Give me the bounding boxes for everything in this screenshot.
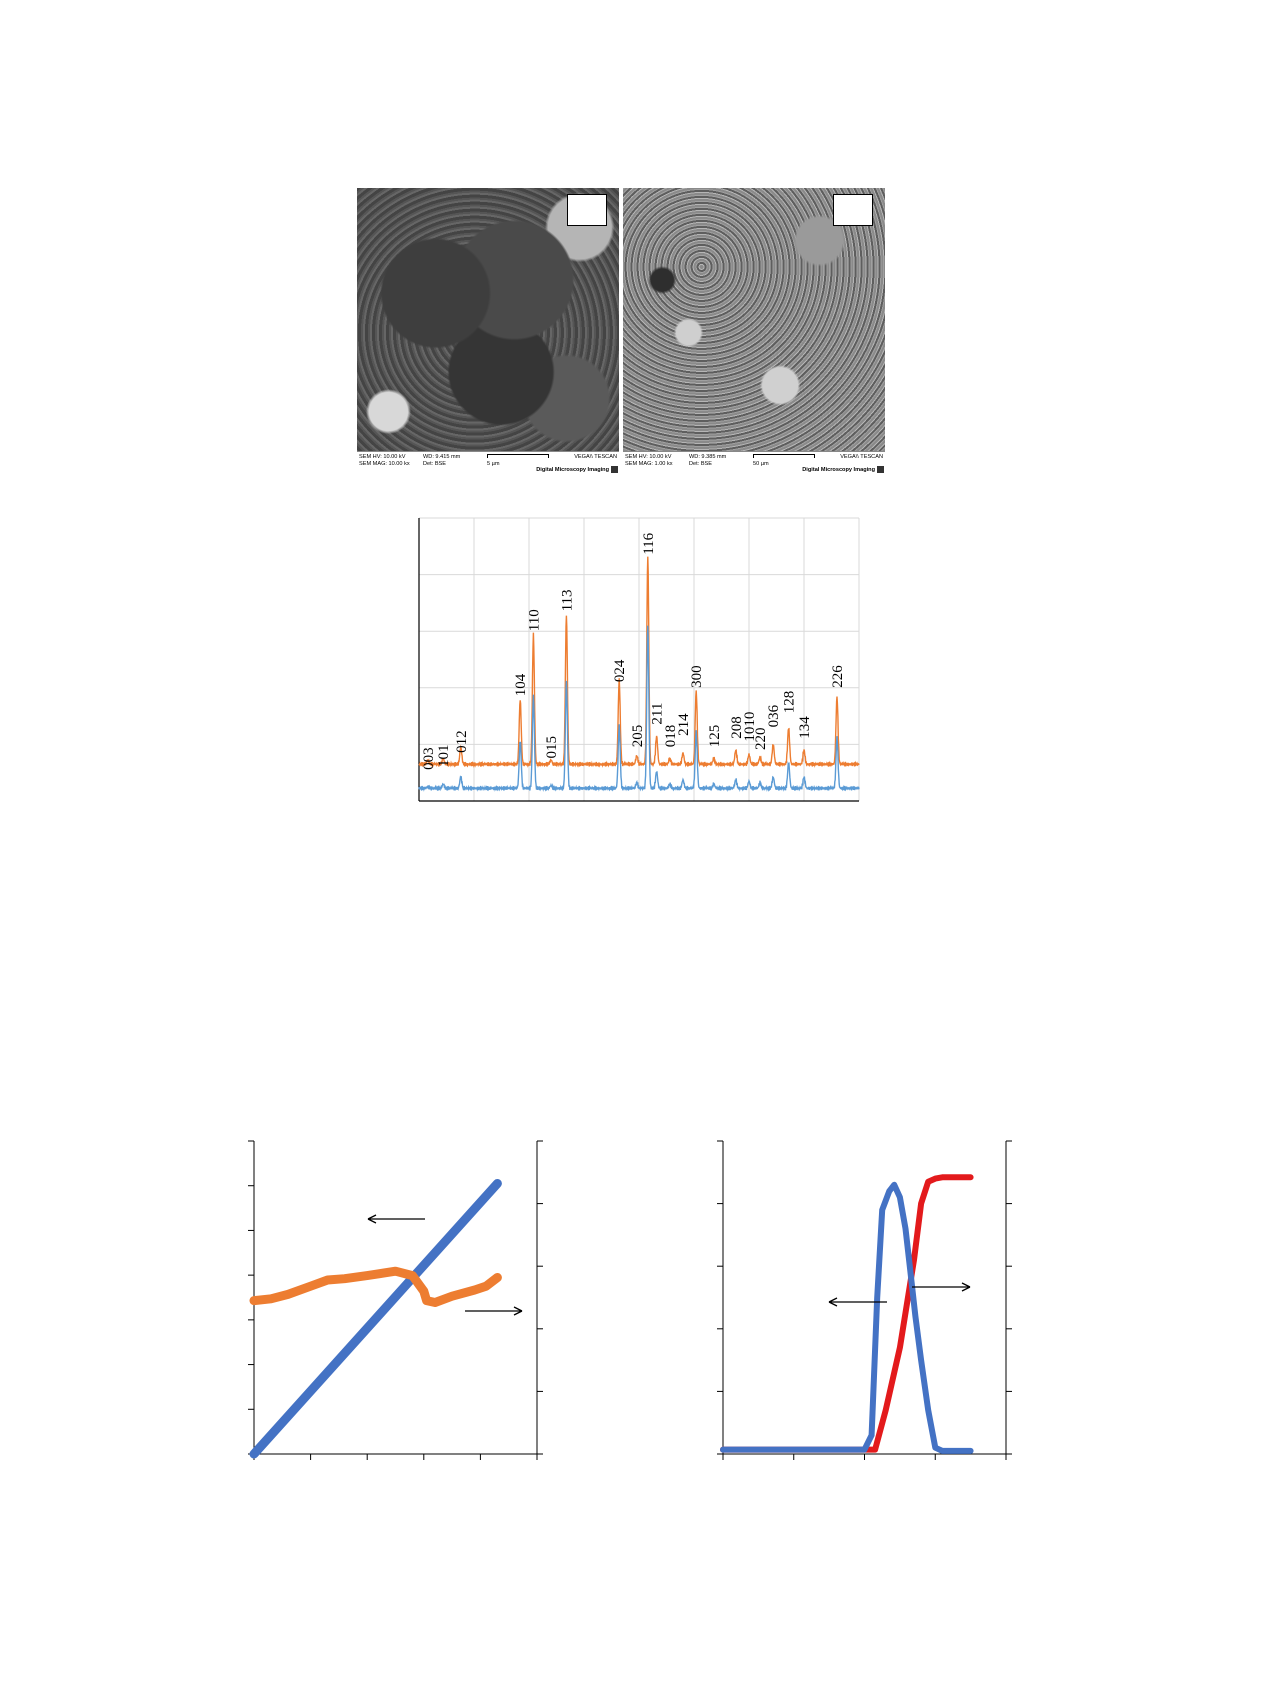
sem-info-bar-a: SEM HV: 10.00 kV SEM MAG: 10.00 kx WD: 9… bbox=[357, 451, 619, 475]
chart-left-arrows bbox=[367, 1214, 523, 1316]
chart-right-axes bbox=[717, 1140, 1012, 1460]
xrd-peak-label: 205 bbox=[630, 725, 646, 748]
c3-series-line bbox=[720, 1181, 974, 1454]
sem-logo-icon bbox=[877, 466, 884, 473]
sem-info-bar-b: SEM HV: 10.00 kV SEM MAG: 1.00 kx WD: 9.… bbox=[623, 451, 885, 475]
sem-panel-b: SEM HV: 10.00 kV SEM MAG: 1.00 kx WD: 9.… bbox=[623, 188, 885, 475]
sem-wd: WD: 9.385 mm bbox=[689, 454, 727, 460]
panel-label-box-a bbox=[567, 194, 607, 226]
xrd-peak-label: 220 bbox=[753, 728, 769, 751]
xrd-peak-label: 211 bbox=[650, 703, 666, 725]
arrow-head-icon bbox=[513, 1306, 523, 1316]
chart-right-series bbox=[720, 1174, 974, 1454]
xrd-peak-label: 113 bbox=[559, 589, 575, 611]
xrd-peak-label: 036 bbox=[766, 704, 782, 727]
sem-logo-icon bbox=[611, 466, 618, 473]
c2-series-line bbox=[249, 1179, 502, 1459]
sem-brand: VEGA\\ TESCAN bbox=[840, 454, 883, 460]
sem-panel-a: SEM HV: 10.00 kV SEM MAG: 10.00 kx WD: 9… bbox=[357, 188, 619, 475]
arrow-head-icon bbox=[828, 1297, 838, 1307]
sem-imaging: Digital Microscopy Imaging bbox=[536, 467, 609, 473]
xrd-series-line bbox=[418, 556, 860, 768]
chart-right-arrows bbox=[828, 1282, 971, 1307]
scale-bar-b bbox=[753, 454, 815, 458]
sem-image-b bbox=[623, 188, 885, 451]
xrd-peak-label: 003 bbox=[421, 747, 437, 770]
sem-det: Det: BSE bbox=[689, 461, 713, 467]
chart-left-series bbox=[249, 1179, 502, 1459]
panel-label-box-b bbox=[833, 194, 873, 226]
scale-bar-a bbox=[487, 454, 549, 458]
xrd-peak-label: 024 bbox=[612, 659, 628, 682]
sem-wd: WD: 9.415 mm bbox=[423, 454, 461, 460]
xrd-series-group bbox=[418, 556, 860, 792]
sem-hv: SEM HV: 10.00 kV bbox=[359, 454, 406, 460]
xrd-peak-label: 300 bbox=[689, 665, 705, 688]
xrd-peak-label: 110 bbox=[526, 609, 542, 631]
xrd-grid bbox=[418, 517, 860, 802]
xrd-peak-label: 104 bbox=[513, 673, 529, 696]
c3-series-line bbox=[720, 1174, 974, 1453]
xrd-peak-label: 1010 bbox=[742, 712, 758, 742]
sem-hv: SEM HV: 10.00 kV bbox=[625, 454, 672, 460]
c2-series-line bbox=[249, 1266, 502, 1307]
xrd-peak-label: 101 bbox=[436, 745, 452, 768]
xrd-series-line bbox=[418, 625, 860, 792]
xrd-peak-label: 018 bbox=[663, 725, 679, 748]
sem-scale: 5 µm bbox=[487, 461, 500, 467]
sem-image-a bbox=[357, 188, 619, 451]
sem-imaging: Digital Microscopy Imaging bbox=[802, 467, 875, 473]
sem-mag: SEM MAG: 10.00 kx bbox=[359, 461, 410, 467]
sem-mag: SEM MAG: 1.00 kx bbox=[625, 461, 673, 467]
xrd-peak-label: 208 bbox=[729, 716, 745, 739]
xrd-peak-label: 015 bbox=[544, 736, 560, 759]
xrd-peak-label: 128 bbox=[782, 691, 798, 714]
arrow-head-icon bbox=[961, 1282, 971, 1292]
sem-scale: 50 µm bbox=[753, 461, 769, 467]
arrow-head-icon bbox=[367, 1214, 377, 1224]
sem-det: Det: BSE bbox=[423, 461, 447, 467]
xrd-peak-label: 214 bbox=[676, 713, 692, 736]
xrd-peak-label: 125 bbox=[707, 725, 723, 748]
xrd-peak-label: 134 bbox=[797, 716, 813, 739]
xrd-peak-label: 226 bbox=[830, 665, 846, 688]
sem-brand: VEGA\\ TESCAN bbox=[574, 454, 617, 460]
xrd-peak-label: 116 bbox=[641, 532, 657, 554]
xrd-peak-label: 012 bbox=[454, 730, 470, 753]
